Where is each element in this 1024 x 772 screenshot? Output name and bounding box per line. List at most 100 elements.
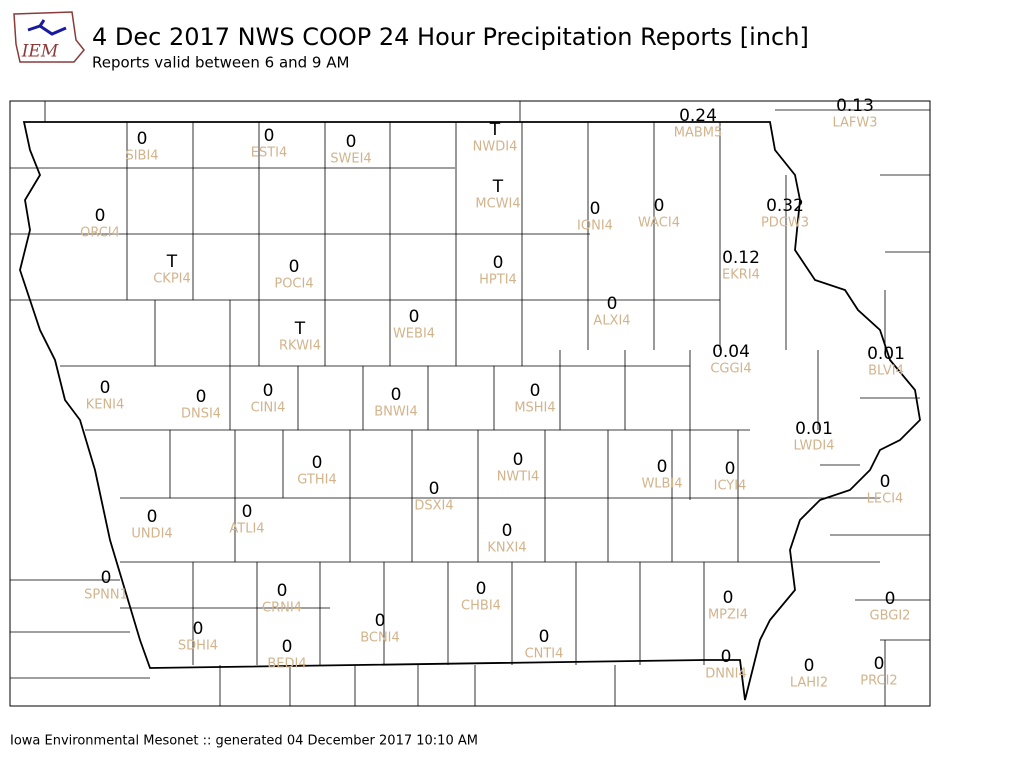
iowa-border [19, 121, 921, 701]
station-value: T [492, 177, 504, 197]
station-value: 0 [375, 611, 386, 631]
station-id: DSXI4 [414, 499, 453, 514]
subtitle: Reports valid between 6 and 9 AM [92, 54, 349, 72]
station-value: 0 [723, 588, 734, 608]
station-id: WEBI4 [393, 327, 435, 342]
station-value: 0 [476, 579, 487, 599]
station-id: BNWI4 [374, 405, 418, 420]
station-id: LAHI2 [790, 676, 828, 691]
station-value: 0.24 [679, 106, 717, 126]
station-id: POCI4 [274, 277, 313, 292]
station-value: 0 [264, 126, 275, 146]
station-id: GBGI2 [870, 609, 911, 624]
station-id: PDCW3 [761, 216, 809, 231]
station-id: MPZI4 [708, 608, 748, 623]
logo-swoosh [27, 19, 67, 36]
station-value: 0 [493, 253, 504, 273]
station-id: SIBI4 [125, 149, 158, 164]
station-value: 0 [242, 502, 253, 522]
station-id: ATLI4 [229, 522, 264, 537]
station-id: CRNI4 [262, 601, 302, 616]
station-value: 0 [147, 507, 158, 527]
station-value: T [489, 120, 501, 140]
station-value: 0 [654, 196, 665, 216]
station-value: 0 [657, 457, 668, 477]
station-value: 0.01 [795, 419, 833, 439]
station-id: WACI4 [638, 216, 680, 231]
station-value: 0 [193, 619, 204, 639]
logo-text: IEM [21, 42, 59, 62]
station-id: CNTI4 [525, 647, 564, 662]
station-id: LWDI4 [793, 439, 834, 454]
station-value: 0 [530, 381, 541, 401]
basemap [9, 100, 931, 707]
station-value: 0 [282, 637, 293, 657]
station-id: IONI4 [577, 219, 613, 234]
station-id: CGGI4 [710, 362, 751, 377]
station-id: ESTI4 [251, 146, 288, 161]
station-id: ALXI4 [593, 314, 630, 329]
station-value: 0 [880, 472, 891, 492]
station-value: T [166, 252, 178, 272]
station-id: MCWI4 [475, 197, 520, 212]
station-value: 0.32 [766, 196, 804, 216]
station-id: KENI4 [86, 398, 125, 413]
title: 4 Dec 2017 NWS COOP 24 Hour Precipitatio… [92, 23, 809, 51]
station-id: KNXI4 [487, 541, 526, 556]
station-value: 0 [513, 450, 524, 470]
station-id: LAFW3 [832, 116, 877, 131]
station-id: ORCI4 [80, 226, 120, 241]
station-value: 0 [539, 627, 550, 647]
station-id: CINI4 [251, 401, 286, 416]
station-value: 0 [289, 257, 300, 277]
station-value: 0 [885, 589, 896, 609]
station-id: RKWI4 [279, 339, 321, 354]
station-value: 0 [804, 656, 815, 676]
station-value: 0 [95, 206, 106, 226]
station-id: DNSI4 [181, 407, 221, 422]
station-value: 0 [346, 132, 357, 152]
station-id: GTHI4 [297, 473, 336, 488]
station-id: WLBI4 [641, 477, 682, 492]
station-value: 0 [429, 479, 440, 499]
station-value: 0 [721, 647, 732, 667]
station-value: 0 [391, 385, 402, 405]
station-value: 0.13 [836, 96, 874, 116]
footer: Iowa Environmental Mesonet :: generated … [10, 734, 478, 749]
station-id: HPTI4 [479, 273, 517, 288]
station-id: ICYI4 [714, 479, 747, 494]
station-id: BLVI4 [868, 364, 904, 379]
station-value: 0.04 [712, 342, 750, 362]
station-value: 0 [409, 307, 420, 327]
station-id: SWEI4 [330, 152, 371, 167]
station-id: MSHI4 [514, 401, 555, 416]
station-value: 0 [725, 459, 736, 479]
station-value: 0 [263, 381, 274, 401]
station-id: EKRI4 [722, 268, 760, 283]
county-lines-vertical [126, 122, 886, 706]
station-id: LECI4 [867, 492, 904, 507]
station-id: BEDI4 [267, 657, 306, 672]
station-value: 0 [502, 521, 513, 541]
station-id: CHBI4 [461, 599, 501, 614]
logo-outline [13, 11, 85, 63]
station-value: 0 [312, 453, 323, 473]
station-value: 0 [607, 294, 618, 314]
station-id: SDHI4 [178, 639, 218, 654]
station-id: CKPI4 [153, 272, 191, 287]
station-value: T [294, 319, 306, 339]
station-id: NWDI4 [473, 140, 518, 155]
station-id: MABM5 [674, 126, 723, 141]
station-id: NWTI4 [497, 470, 540, 485]
station-value: 0 [590, 199, 601, 219]
map-frame [9, 100, 931, 707]
station-layer: 0SIBI40ESTI40SWEI4TNWDI40.24MABM50.13LAF… [80, 96, 910, 691]
station-value: 0 [196, 387, 207, 407]
station-value: 0 [101, 568, 112, 588]
station-id: BCNI4 [360, 631, 400, 646]
station-value: 0 [137, 129, 148, 149]
station-value: 0.12 [722, 248, 760, 268]
station-value: 0 [874, 654, 885, 674]
